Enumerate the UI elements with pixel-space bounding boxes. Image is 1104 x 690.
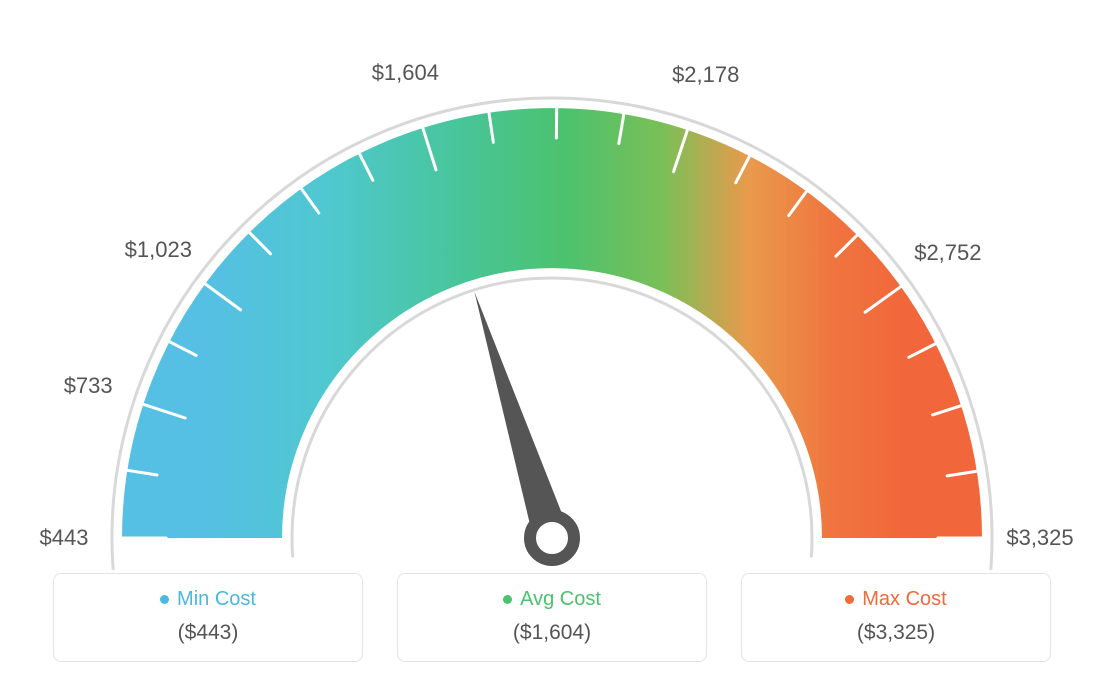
cost-gauge-chart: { "gauge": { "type": "gauge", "min_value… bbox=[0, 0, 1104, 690]
legend-title-text: Max Cost bbox=[862, 588, 946, 611]
gauge-svg bbox=[0, 18, 1104, 578]
legend-card-avg: Avg Cost ($1,604) bbox=[397, 573, 707, 662]
legend-title-min: Min Cost bbox=[160, 588, 256, 611]
legend-row: Min Cost ($443) Avg Cost ($1,604) Max Co… bbox=[0, 573, 1104, 662]
legend-card-min: Min Cost ($443) bbox=[53, 573, 363, 662]
legend-title-avg: Avg Cost bbox=[503, 588, 601, 611]
dot-icon bbox=[503, 595, 512, 604]
legend-value-max: ($3,325) bbox=[752, 621, 1040, 645]
legend-title-max: Max Cost bbox=[845, 588, 946, 611]
legend-title-text: Min Cost bbox=[177, 588, 256, 611]
gauge-area: $443$733$1,023$1,604$2,178$2,752$3,325 bbox=[0, 0, 1104, 560]
dot-icon bbox=[160, 595, 169, 604]
legend-card-max: Max Cost ($3,325) bbox=[741, 573, 1051, 662]
dot-icon bbox=[845, 595, 854, 604]
legend-value-avg: ($1,604) bbox=[408, 621, 696, 645]
legend-title-text: Avg Cost bbox=[520, 588, 601, 611]
legend-value-min: ($443) bbox=[64, 621, 352, 645]
